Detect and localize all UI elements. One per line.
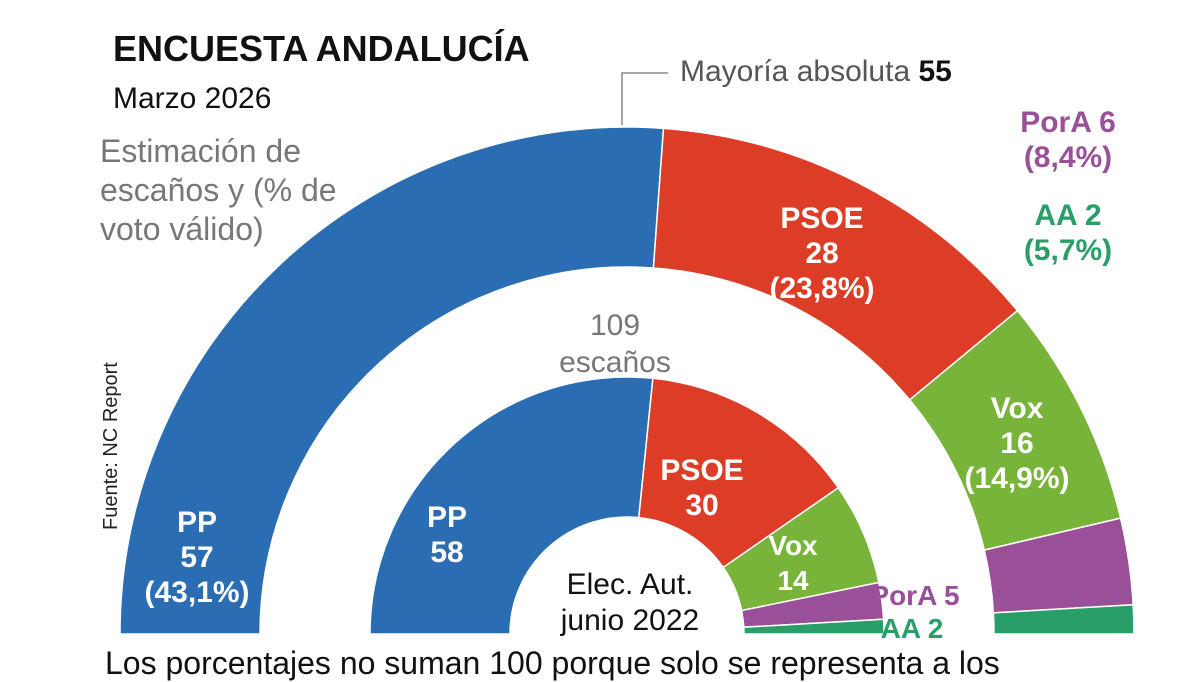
majority-marker-line [621,72,668,125]
label-aa-2022: AA 2 [881,613,944,644]
majority-text: Mayoría absoluta [680,55,911,88]
label-pp-2022: PP 58 [427,501,467,569]
label-aa-2026: AA 2 (5,7%) [1024,199,1112,267]
chart-description: Estimación de escaños y (% de voto válid… [100,133,337,247]
majority-value: 55 [918,55,952,88]
segment-aa-2022 [743,618,885,635]
segment-aa-2026 [992,603,1135,635]
segment-psoe-2022 [637,377,840,569]
inner-label-date: junio 2022 [560,604,699,637]
chart-title: ENCUESTA ANDALUCÍA [113,28,530,69]
chart-subtitle: Marzo 2026 [113,82,272,115]
label-psoe-2022: PSOE 30 [660,454,743,522]
segment-pp-2026 [119,126,665,635]
label-pp-2026: PP 57 (43,1%) [144,506,249,609]
label-vox-2022: Vox 14 [768,530,818,596]
majority-label: Mayoría absoluta 55 [680,55,952,89]
total-seats-label: 109 [590,309,640,342]
total-seats-unit: escaños [559,346,671,379]
label-pora-2026: PorA 6 (8,4%) [1020,106,1116,174]
label-vox-2026: Vox 16 (14,9%) [964,392,1069,495]
label-pora-2022: PorA 5 [870,580,959,611]
segment-pp-2022 [369,376,654,635]
label-psoe-2026: PSOE 28 (23,8%) [769,202,874,305]
inner-label-election: Elec. Aut. [567,568,694,601]
